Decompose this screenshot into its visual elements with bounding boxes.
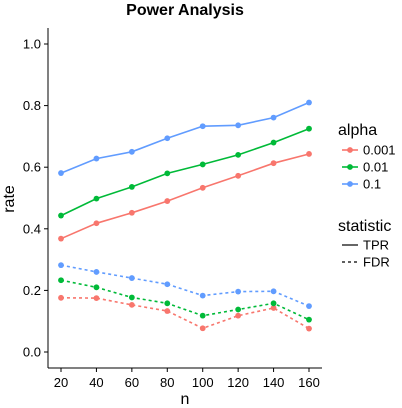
legend-key-point xyxy=(347,164,353,170)
plot-area: 0.0 0.2 0.4 0.6 0.8 1.0 20 40 60 80 100 120 140 160 xyxy=(23,28,322,390)
data-point xyxy=(306,125,312,132)
data-point xyxy=(164,300,171,307)
data-point xyxy=(128,209,135,216)
x-tick-label: 20 xyxy=(54,375,68,390)
data-point xyxy=(164,281,171,288)
data-point xyxy=(270,114,277,121)
data-point xyxy=(199,161,206,168)
series-line-fdr-alpha-0.01 xyxy=(60,279,310,321)
data-point xyxy=(199,325,206,332)
legend: alpha 0.001 0.01 0.1 statistic TPR FDR xyxy=(338,122,396,270)
data-point xyxy=(235,288,242,295)
x-tick-label: 60 xyxy=(125,375,139,390)
data-point xyxy=(58,262,64,269)
data-point xyxy=(270,288,277,295)
data-point xyxy=(58,294,64,301)
data-point xyxy=(93,155,100,162)
data-point xyxy=(93,284,100,291)
data-point xyxy=(306,325,312,332)
legend-title-alpha: alpha xyxy=(338,122,377,139)
data-point xyxy=(58,235,64,242)
data-point xyxy=(164,308,171,314)
data-point xyxy=(235,172,242,179)
y-tick-label: 0.6 xyxy=(23,160,41,175)
data-point xyxy=(93,220,100,227)
data-point xyxy=(164,198,171,204)
legend-label-alpha: 0.1 xyxy=(363,177,381,192)
y-axis-label: rate xyxy=(1,185,18,213)
chart-title: Power Analysis xyxy=(126,2,244,19)
data-point xyxy=(199,184,206,191)
data-point xyxy=(199,292,206,299)
legend-label-statistic: FDR xyxy=(363,255,390,270)
legend-statistic-entries: TPR FDR xyxy=(342,238,390,270)
y-tick-label: 0.0 xyxy=(23,345,41,360)
data-point xyxy=(306,303,312,310)
data-point xyxy=(128,301,135,308)
data-point xyxy=(58,212,64,219)
x-axis-label: n xyxy=(181,391,190,408)
data-point xyxy=(270,305,277,311)
data-point xyxy=(199,312,206,319)
data-point xyxy=(270,139,277,146)
x-tick-label: 120 xyxy=(227,375,249,390)
x-tick-label: 140 xyxy=(263,375,285,390)
data-point xyxy=(128,294,135,301)
data-point xyxy=(93,295,100,301)
legend-label-alpha: 0.001 xyxy=(363,143,396,158)
series-points xyxy=(58,99,312,332)
data-point xyxy=(270,300,277,307)
legend-alpha-entries: 0.001 0.01 0.1 xyxy=(342,143,396,192)
data-point xyxy=(235,122,242,129)
data-point xyxy=(306,151,312,157)
series-line-fdr-alpha-0.001 xyxy=(60,297,310,330)
data-point xyxy=(164,135,171,142)
legend-label-alpha: 0.01 xyxy=(363,160,388,175)
y-tick-label: 0.2 xyxy=(23,283,41,298)
data-point xyxy=(235,306,242,313)
series-line-tpr-alpha-0.01 xyxy=(60,127,310,217)
data-point xyxy=(235,151,242,158)
legend-key-point xyxy=(347,181,353,187)
legend-label-statistic: TPR xyxy=(363,238,389,253)
series-line-tpr-alpha-0.1 xyxy=(60,101,310,174)
data-point xyxy=(199,123,206,130)
data-point xyxy=(128,275,135,281)
y-tick-label: 0.8 xyxy=(23,98,41,113)
data-point xyxy=(164,170,171,177)
data-point xyxy=(306,99,312,106)
x-tick-label: 100 xyxy=(192,375,214,390)
data-point xyxy=(93,269,100,275)
y-tick-label: 0.4 xyxy=(23,221,41,236)
data-point xyxy=(270,160,277,167)
x-tick-label: 160 xyxy=(298,375,320,390)
x-tick-label: 80 xyxy=(160,375,174,390)
data-point xyxy=(235,312,242,319)
x-axis-ticks: 20 40 60 80 100 120 140 160 xyxy=(54,368,320,390)
data-point xyxy=(58,277,64,284)
series-line-tpr-alpha-0.001 xyxy=(60,153,310,240)
x-tick-label: 40 xyxy=(89,375,103,390)
data-point xyxy=(306,316,312,323)
legend-key-point xyxy=(347,147,353,153)
y-tick-label: 1.0 xyxy=(23,37,41,52)
series-lines xyxy=(60,101,310,330)
data-point xyxy=(128,184,135,190)
legend-title-statistic: statistic xyxy=(338,218,391,235)
data-point xyxy=(128,148,135,155)
data-point xyxy=(58,170,64,176)
y-axis-ticks: 0.0 0.2 0.4 0.6 0.8 1.0 xyxy=(23,37,48,360)
data-point xyxy=(93,195,100,202)
series-line-fdr-alpha-0.1 xyxy=(60,264,310,307)
